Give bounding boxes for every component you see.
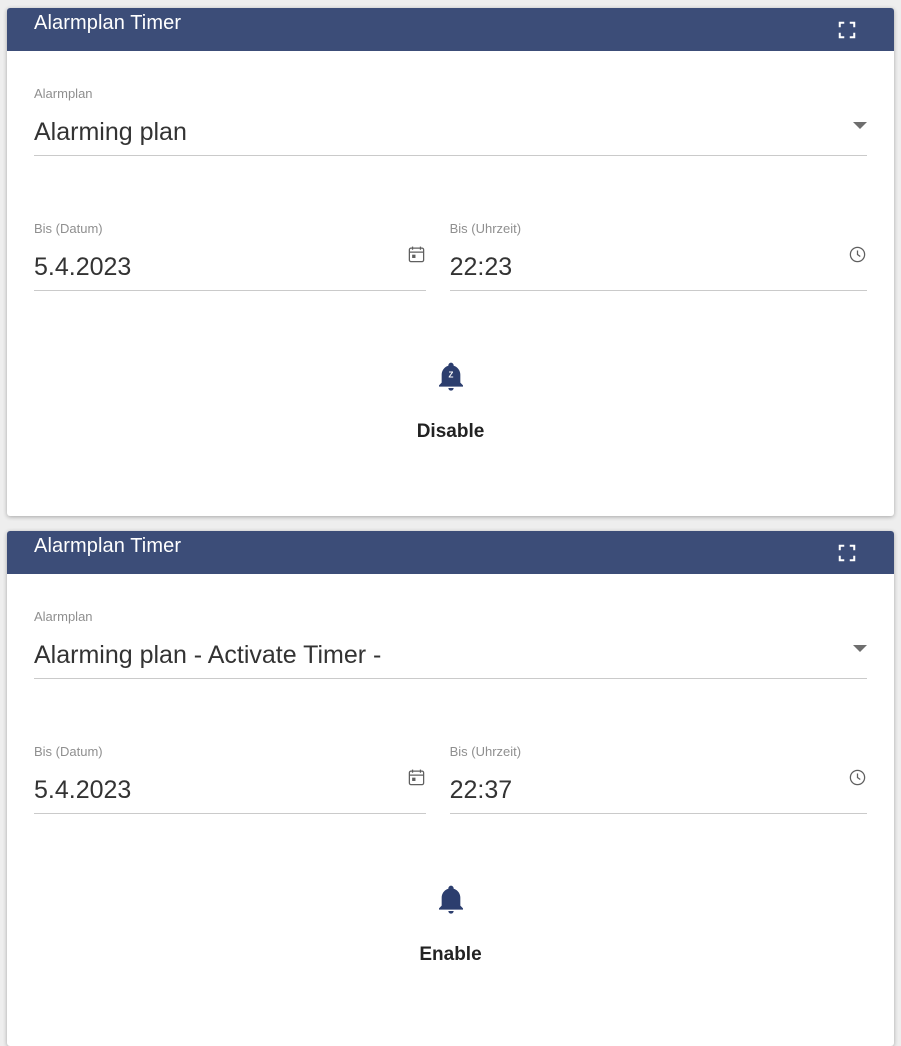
- svg-text:Z: Z: [448, 371, 453, 380]
